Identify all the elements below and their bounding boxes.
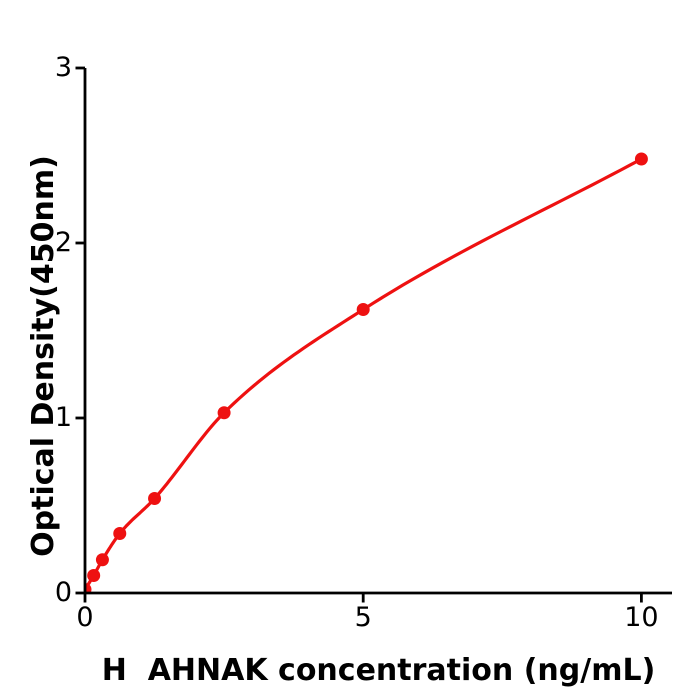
data-point [85,583,92,593]
x-tick-label: 5 [354,602,372,633]
data-point [356,303,370,316]
x-axis-label: H AHNAK concentration (ng/mL) [101,653,656,688]
data-layer [85,152,648,593]
y-tick-label: 0 [54,577,72,608]
data-point [217,406,231,420]
y-axis-label: Optical Density(450nm) [26,155,61,557]
axes-layer [75,66,672,603]
data-point [148,492,162,505]
axis-ticks [75,66,643,603]
axis-spines [83,68,672,595]
x-tick-label: 0 [76,602,94,633]
data-point [87,569,101,582]
y-tick-label: 1 [54,402,72,433]
y-tick-label: 3 [54,52,72,83]
fitted-curve-line [85,157,643,591]
data-point [634,152,648,166]
data-point [95,553,109,567]
data-point [113,527,127,540]
x-tick-label: 10 [624,602,659,633]
y-tick-label: 2 [54,227,72,258]
data-point-markers [85,152,648,593]
